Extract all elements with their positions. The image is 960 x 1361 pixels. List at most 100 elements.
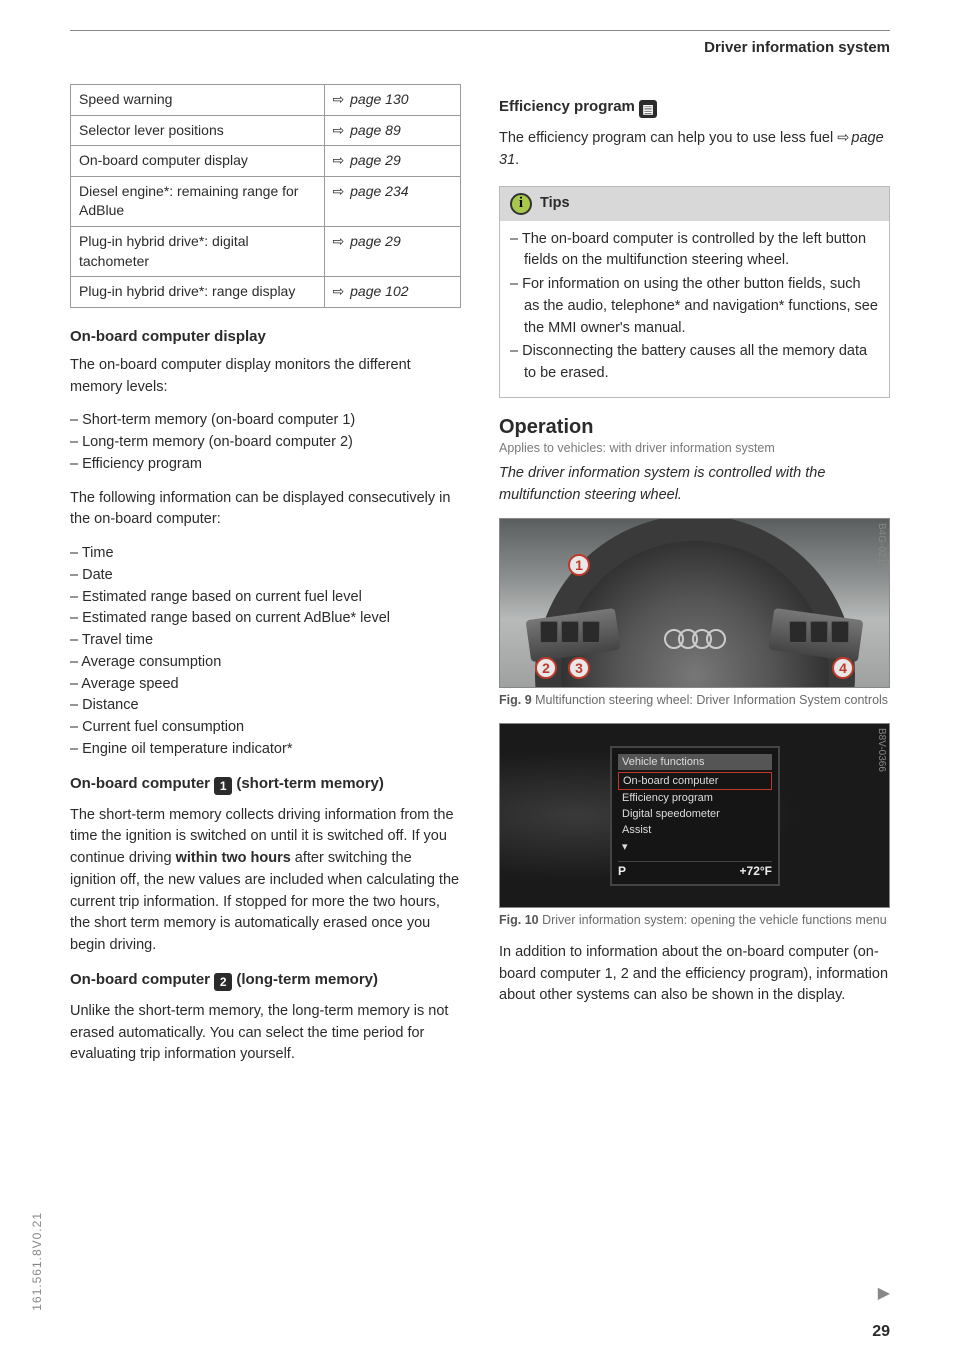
heading-st-post: (short-term memory) (232, 775, 384, 792)
page-number: 29 (872, 1323, 890, 1341)
heading-short-term: On-board computer 1 (short-term memory) (70, 775, 461, 795)
list-item: Efficiency program (70, 454, 461, 476)
screen-head: Vehicle functions (618, 754, 772, 770)
para-bottom: In addition to information about the on-… (499, 942, 890, 1007)
table-row: Speed warning⇨ page 130 (71, 85, 461, 116)
table-row: Plug-in hybrid drive*: range display⇨ pa… (71, 277, 461, 308)
table-cell: Speed warning (71, 85, 325, 116)
reference-table: Speed warning⇨ page 130Selector lever po… (70, 84, 461, 308)
dis-screen: Vehicle functions On-board computer Effi… (610, 746, 780, 886)
list-item: Travel time (70, 630, 461, 652)
table-cell: Selector lever positions (71, 115, 325, 146)
fig10-caption: Fig. 10 Driver information system: openi… (499, 912, 890, 928)
tips-label: Tips (540, 193, 570, 215)
list-item: Long-term memory (on-board computer 2) (70, 432, 461, 454)
button (831, 621, 849, 643)
gear-indicator: P (618, 864, 626, 878)
audi-rings (667, 629, 723, 649)
info-list: TimeDateEstimated range based on current… (70, 543, 461, 761)
left-buttons (540, 621, 600, 643)
fig9-caption: Fig. 9 Multifunction steering wheel: Dri… (499, 692, 890, 708)
applies-to: Applies to vehicles: with driver informa… (499, 441, 890, 455)
list-item: Current fuel consumption (70, 717, 461, 739)
screen-bottom: P +72°F (618, 861, 772, 878)
table-row: Diesel engine*: remaining range for AdBl… (71, 176, 461, 226)
temp-indicator: +72°F (740, 864, 772, 878)
para-long-term: Unlike the short-term memory, the long-t… (70, 1001, 461, 1066)
screen-arrow: ▾ (618, 838, 772, 855)
eff-text-1: The efficiency program can help you to u… (499, 130, 837, 146)
info-icon: i (510, 193, 532, 215)
number-1-icon: 1 (214, 777, 232, 795)
right-buttons (789, 621, 849, 643)
para-obc-intro: The on-board computer display monitors t… (70, 355, 461, 399)
table-row: On-board computer display⇨ page 29 (71, 146, 461, 177)
table-cell-link: ⇨ page 29 (324, 226, 461, 276)
heading-operation: Operation (499, 416, 890, 439)
table-cell-link: ⇨ page 130 (324, 85, 461, 116)
button (789, 621, 807, 643)
heading-efficiency: Efficiency program ▤ (499, 98, 890, 118)
heading-long-term: On-board computer 2 (long-term memory) (70, 971, 461, 991)
table-cell-link: ⇨ page 102 (324, 277, 461, 308)
para-efficiency: The efficiency program can help you to u… (499, 128, 890, 172)
continue-arrow-icon: ▶ (878, 1283, 890, 1303)
list-item: Estimated range based on current fuel le… (70, 587, 461, 609)
list-item: Time (70, 543, 461, 565)
para-short-term: The short-term memory collects driving i… (70, 805, 461, 957)
button (540, 621, 558, 643)
heading-lt-pre: On-board computer (70, 971, 214, 988)
tips-body: The on-board computer is controlled by t… (500, 221, 889, 397)
number-2-icon: 2 (214, 973, 232, 991)
list-item: Distance (70, 695, 461, 717)
table-cell: Plug-in hybrid drive*: digital tachomete… (71, 226, 325, 276)
tip-item: Disconnecting the battery causes all the… (510, 341, 879, 385)
table-cell-link: ⇨ page 234 (324, 176, 461, 226)
tips-box: i Tips The on-board computer is controll… (499, 186, 890, 398)
screen-row: Efficiency program (618, 790, 772, 806)
table-cell: Plug-in hybrid drive*: range display (71, 277, 325, 308)
fig10-cap-bold: Fig. 10 (499, 913, 539, 927)
table-row: Plug-in hybrid drive*: digital tachomete… (71, 226, 461, 276)
table-cell-link: ⇨ page 29 (324, 146, 461, 177)
list-item: Estimated range based on current AdBlue*… (70, 608, 461, 630)
page-header: Driver information system (70, 30, 890, 56)
figure-9: 1 2 3 4 B4G-0217 (499, 518, 890, 688)
tips-header: i Tips (500, 187, 889, 221)
button (561, 621, 579, 643)
list-item: Average consumption (70, 652, 461, 674)
right-column: Efficiency program ▤ The efficiency prog… (499, 84, 890, 1078)
button (582, 621, 600, 643)
table-cell: Diesel engine*: remaining range for AdBl… (71, 176, 325, 226)
table-cell: On-board computer display (71, 146, 325, 177)
tip-item: For information on using the other butto… (510, 274, 879, 339)
screen-row: Digital speedometer (618, 806, 772, 822)
para-info-intro: The following information can be display… (70, 488, 461, 532)
heading-lt-post: (long-term memory) (232, 971, 378, 988)
fig9-cap-text: Multifunction steering wheel: Driver Inf… (532, 693, 888, 707)
fig10-code: B8V-0366 (876, 728, 887, 772)
eff-text-2: . (515, 152, 519, 168)
heading-st-pre: On-board computer (70, 775, 214, 792)
fig9-code: B4G-0217 (876, 523, 887, 569)
eff-text: Efficiency program (499, 98, 639, 115)
document-code: 161.561.8V0.21 (30, 1212, 44, 1311)
gauge-icon: ▤ (639, 100, 657, 118)
list-item: Short-term memory (on-board computer 1) (70, 410, 461, 432)
list-item: Average speed (70, 674, 461, 696)
table-cell-link: ⇨ page 89 (324, 115, 461, 146)
memory-list: Short-term memory (on-board computer 1)L… (70, 410, 461, 475)
fig10-cap-text: Driver information system: opening the v… (539, 913, 887, 927)
table-row: Selector lever positions⇨ page 89 (71, 115, 461, 146)
operation-lead: The driver information system is control… (499, 463, 890, 507)
figure-10: Vehicle functions On-board computer Effi… (499, 723, 890, 908)
left-column: Speed warning⇨ page 130Selector lever po… (70, 84, 461, 1078)
screen-row: Assist (618, 822, 772, 838)
button (810, 621, 828, 643)
heading-obc-display: On-board computer display (70, 328, 461, 345)
st-bold: within two hours (176, 850, 291, 866)
screen-selected: On-board computer (618, 772, 772, 790)
fig9-cap-bold: Fig. 9 (499, 693, 532, 707)
tip-item: The on-board computer is controlled by t… (510, 229, 879, 273)
list-item: Date (70, 565, 461, 587)
